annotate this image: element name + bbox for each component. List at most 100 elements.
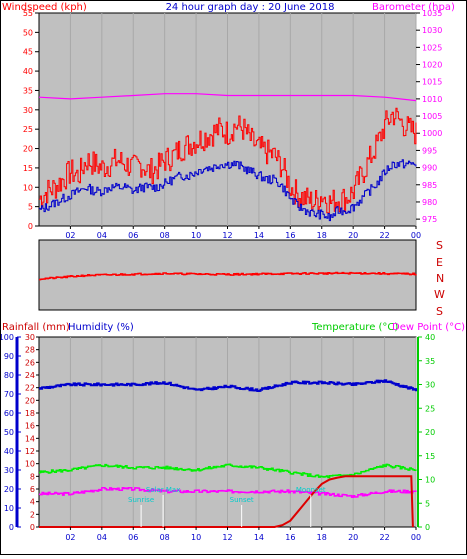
- compass-label: N: [436, 272, 444, 285]
- hour-tick-label: 22: [379, 533, 389, 542]
- windspeed-axis-title: Windspeed (kph): [2, 2, 87, 13]
- barometer-tick-label: 975: [422, 215, 437, 224]
- barometer-tick-label: 1005: [422, 112, 442, 121]
- temperature-tick-label: 5: [425, 499, 430, 508]
- dewpoint-axis-title: Dew Point (°C): [392, 322, 465, 333]
- humidity-line: [39, 379, 417, 392]
- humidity-tick-label: 30: [4, 466, 14, 475]
- annotation-label: Moonset: [296, 486, 326, 494]
- barometer-tick-label: 995: [422, 146, 437, 155]
- temperature-tick-label: 10: [425, 476, 435, 485]
- dewpoint-line: [39, 486, 417, 499]
- hour-tick-label: 10: [191, 231, 201, 240]
- humidity-tick-label: 100: [0, 333, 14, 342]
- compass-label: W: [434, 288, 445, 301]
- hour-tick-label: 20: [348, 231, 358, 240]
- hour-tick-label: 04: [97, 533, 107, 542]
- humidity-axis-title: Humidity (%): [68, 322, 134, 333]
- barometer-tick-label: 990: [422, 164, 437, 173]
- hour-tick-label: 04: [97, 231, 107, 240]
- chart-marks-layer: 0510152025303540455055975980985990995100…: [0, 9, 442, 542]
- annotation-label: Sunset: [230, 496, 254, 504]
- humidity-tick-label: 0: [9, 523, 14, 532]
- windspeed-tick-label: 55: [23, 9, 33, 18]
- rainfall-tick-label: 30: [25, 333, 35, 342]
- barometer-tick-label: 1010: [422, 95, 442, 104]
- humidity-tick-label: 80: [4, 371, 14, 380]
- hour-tick-label: 14: [254, 231, 264, 240]
- rainfall-tick-label: 12: [25, 447, 35, 456]
- rainfall-tick-label: 6: [30, 485, 35, 494]
- hour-tick-label: 14: [254, 533, 264, 542]
- windspeed-tick-label: 10: [23, 183, 33, 192]
- hour-tick-label: 12: [222, 231, 232, 240]
- humidity-tick-label: 50: [4, 428, 14, 437]
- hour-tick-label: 20: [348, 533, 358, 542]
- compass-label: S: [436, 305, 443, 318]
- temperature-tick-label: 35: [425, 357, 435, 366]
- hour-tick-label: 00: [411, 231, 421, 240]
- barometer-tick-label: 1030: [422, 26, 442, 35]
- windspeed-tick-label: 15: [23, 164, 33, 173]
- barometer-tick-label: 985: [422, 181, 437, 190]
- barometer-tick-label: 1015: [422, 78, 442, 87]
- humidity-tick-label: 60: [4, 409, 14, 418]
- rainfall-axis-title: Rainfall (mm): [2, 322, 70, 333]
- wind-average-line: [39, 159, 417, 222]
- hour-tick-label: 02: [65, 533, 75, 542]
- rainfall-tick-label: 14: [25, 434, 35, 443]
- rainfall-tick-label: 10: [25, 460, 35, 469]
- temperature-tick-label: 0: [425, 523, 430, 532]
- windspeed-tick-label: 0: [28, 222, 33, 231]
- humidity-tick-label: 70: [4, 390, 14, 399]
- rainfall-tick-label: 0: [30, 523, 35, 532]
- rainfall-tick-label: 24: [25, 371, 35, 380]
- hour-tick-label: 08: [160, 533, 170, 542]
- temperature-tick-label: 20: [425, 428, 435, 437]
- compass-label: E: [436, 256, 443, 269]
- compass-label: S: [436, 239, 443, 252]
- rainfall-tick-label: 4: [30, 498, 35, 507]
- wind-direction-line: [39, 271, 417, 281]
- barometer-tick-label: 1000: [422, 129, 442, 138]
- hour-tick-label: 18: [317, 533, 327, 542]
- hour-tick-label: 12: [222, 533, 232, 542]
- windspeed-tick-label: 25: [23, 125, 33, 134]
- barometer-tick-label: 980: [422, 198, 437, 207]
- windspeed-tick-label: 45: [23, 48, 33, 57]
- annotation-label: Solar Max: [146, 486, 181, 494]
- chart-title: 24 hour graph day : 20 June 2018: [166, 2, 335, 13]
- rainfall-tick-label: 8: [30, 472, 35, 481]
- barometer-line: [38, 93, 417, 102]
- wind-gust-line: [39, 107, 417, 214]
- windspeed-tick-label: 50: [23, 28, 33, 37]
- barometer-tick-label: 1020: [422, 61, 442, 70]
- temperature-tick-label: 15: [425, 452, 435, 461]
- hour-tick-label: 06: [128, 231, 138, 240]
- temperature-tick-label: 40: [425, 333, 435, 342]
- humidity-tick-label: 90: [4, 352, 14, 361]
- windspeed-tick-label: 5: [28, 203, 33, 212]
- barometer-axis-title: Barometer (hpa): [372, 2, 455, 13]
- rainfall-tick-label: 16: [25, 422, 35, 431]
- compass-labels: S E N W S: [434, 239, 445, 318]
- humidity-tick-label: 40: [4, 447, 14, 456]
- hour-tick-label: 00: [411, 533, 421, 542]
- hour-tick-label: 08: [160, 231, 170, 240]
- hour-tick-label: 16: [285, 533, 295, 542]
- hour-tick-label: 06: [128, 533, 138, 542]
- temperature-tick-label: 30: [425, 381, 435, 390]
- rainfall-tick-label: 22: [25, 384, 35, 393]
- rainfall-tick-label: 28: [25, 346, 35, 355]
- rainfall-tick-label: 26: [25, 358, 35, 367]
- humidity-tick-label: 10: [4, 504, 14, 513]
- temperature-tick-label: 25: [425, 404, 435, 413]
- windspeed-tick-label: 35: [23, 86, 33, 95]
- humidity-tick-label: 20: [4, 485, 14, 494]
- hour-tick-label: 22: [379, 231, 389, 240]
- temperature-axis-title: Temperature (°C): [311, 322, 398, 333]
- hour-tick-label: 18: [317, 231, 327, 240]
